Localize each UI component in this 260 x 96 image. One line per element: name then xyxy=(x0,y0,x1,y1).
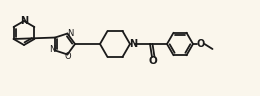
Text: O: O xyxy=(149,55,158,65)
Text: O: O xyxy=(64,52,71,61)
Text: N: N xyxy=(129,39,137,49)
Text: N: N xyxy=(20,15,28,26)
Text: O: O xyxy=(197,39,205,49)
Text: N: N xyxy=(49,46,56,54)
Text: N: N xyxy=(67,29,73,38)
